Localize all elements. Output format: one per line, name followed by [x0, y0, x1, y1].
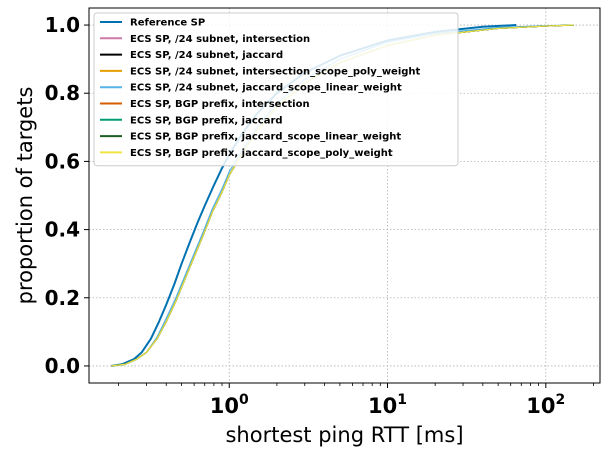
legend-label: ECS SP, /24 subnet, jaccard — [130, 50, 283, 61]
legend: Reference SP ECS SP, /24 subnet, intersec… — [93, 12, 459, 167]
x-tick-label: 102 — [526, 392, 565, 418]
legend-label: ECS SP, BGP prefix, jaccard — [130, 115, 283, 126]
legend-label: ECS SP, BGP prefix, intersection — [130, 99, 310, 110]
y-tick-label: 0.4 — [45, 218, 80, 242]
y-axis-ticks: 0.0 0.2 0.4 0.6 0.8 1.0 — [45, 13, 89, 378]
y-tick-label: 0.6 — [45, 149, 80, 173]
legend-box — [93, 12, 459, 167]
y-tick-label: 1.0 — [45, 13, 80, 37]
legend-label: Reference SP — [130, 18, 205, 29]
x-tick-label: 100 — [210, 392, 249, 418]
y-tick-label: 0.0 — [45, 354, 80, 378]
y-tick-label: 0.8 — [45, 81, 80, 105]
legend-label: ECS SP, /24 subnet, jaccard_scope_linear… — [130, 83, 402, 94]
legend-label: ECS SP, /24 subnet, intersection — [130, 34, 310, 45]
x-axis-ticks: 100 101 102 — [210, 383, 565, 418]
y-tick-label: 0.2 — [45, 286, 80, 310]
x-axis-label: shortest ping RTT [ms] — [225, 423, 463, 447]
plot-frame — [88, 7, 601, 384]
legend-label: ECS SP, BGP prefix, jaccard_scope_poly_w… — [130, 148, 393, 159]
legend-label: ECS SP, BGP prefix, jaccard_scope_linear… — [130, 132, 401, 143]
y-axis-label: proportion of targets — [13, 87, 37, 305]
legend-label: ECS SP, /24 subnet, intersection_scope_p… — [130, 66, 421, 77]
x-tick-label: 101 — [368, 392, 407, 418]
